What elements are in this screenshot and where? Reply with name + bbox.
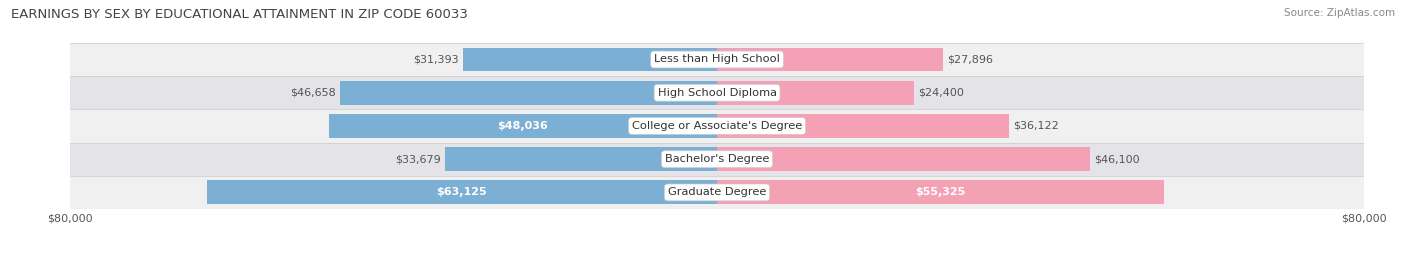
Bar — [717, 114, 1010, 138]
Text: $63,125: $63,125 — [437, 187, 488, 198]
Bar — [70, 43, 1364, 76]
Text: $36,122: $36,122 — [1014, 121, 1059, 131]
Bar — [717, 180, 1164, 204]
Text: High School Diploma: High School Diploma — [658, 88, 776, 98]
Text: $33,679: $33,679 — [395, 154, 440, 164]
Bar — [717, 47, 942, 72]
Text: $55,325: $55,325 — [915, 187, 966, 198]
Text: Source: ZipAtlas.com: Source: ZipAtlas.com — [1284, 8, 1395, 18]
Text: Bachelor's Degree: Bachelor's Degree — [665, 154, 769, 164]
Bar — [70, 76, 1364, 109]
Bar — [70, 109, 1364, 143]
Text: $48,036: $48,036 — [498, 121, 548, 131]
Text: $46,100: $46,100 — [1094, 154, 1139, 164]
Text: College or Associate's Degree: College or Associate's Degree — [631, 121, 803, 131]
Text: $31,393: $31,393 — [413, 54, 460, 65]
Text: $24,400: $24,400 — [918, 88, 965, 98]
Bar — [340, 81, 717, 105]
Text: EARNINGS BY SEX BY EDUCATIONAL ATTAINMENT IN ZIP CODE 60033: EARNINGS BY SEX BY EDUCATIONAL ATTAINMEN… — [11, 8, 468, 21]
Bar — [329, 114, 717, 138]
Bar — [463, 47, 717, 72]
Bar — [444, 147, 717, 171]
Bar — [717, 81, 914, 105]
Text: $46,658: $46,658 — [290, 88, 336, 98]
Text: Less than High School: Less than High School — [654, 54, 780, 65]
Bar — [207, 180, 717, 204]
Bar — [70, 143, 1364, 176]
Text: Graduate Degree: Graduate Degree — [668, 187, 766, 198]
Bar — [70, 176, 1364, 209]
Bar — [717, 147, 1090, 171]
Text: $27,896: $27,896 — [946, 54, 993, 65]
